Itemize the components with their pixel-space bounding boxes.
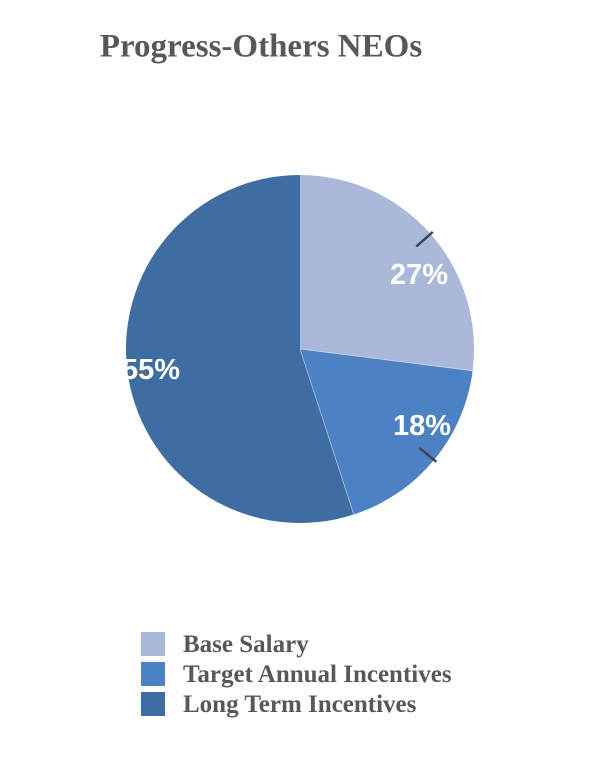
legend-label-base-salary: Base Salary (183, 630, 309, 658)
pie-slice-base-salary (300, 175, 474, 371)
leader-tick-long-term-incentives (124, 372, 148, 378)
leader-tick-base-salary (415, 231, 434, 248)
legend-item-base-salary: Base Salary (141, 630, 452, 658)
legend-swatch-base-salary (141, 632, 165, 656)
leader-tick-target-annual-incentives (418, 446, 438, 463)
pie-slice-label-base-salary: 27% (390, 259, 448, 291)
legend-swatch-target-annual-incentives (141, 662, 165, 686)
pie-slice-target-annual-incentives (300, 349, 473, 515)
legend: Base Salary Target Annual Incentives Long … (141, 632, 452, 722)
legend-item-long-term-incentives: Long Term Incentives (141, 690, 452, 718)
pie-slice-long-term-incentives (125, 175, 354, 523)
legend-item-target-annual-incentives: Target Annual Incentives (141, 660, 452, 688)
legend-swatch-long-term-incentives (141, 692, 165, 716)
pie-slice-label-target-annual-incentives: 18% (393, 410, 451, 442)
chart-title: Progress-Others NEOs (99, 28, 423, 65)
pie-chart: 27% 18% 55% (122, 175, 474, 523)
pie-slice-label-long-term-incentives: 55% (122, 354, 180, 386)
slice-separator (299, 348, 473, 372)
legend-label-target-annual-incentives: Target Annual Incentives (183, 660, 452, 688)
legend-label-long-term-incentives: Long Term Incentives (183, 690, 417, 718)
slice-separator (299, 348, 355, 515)
